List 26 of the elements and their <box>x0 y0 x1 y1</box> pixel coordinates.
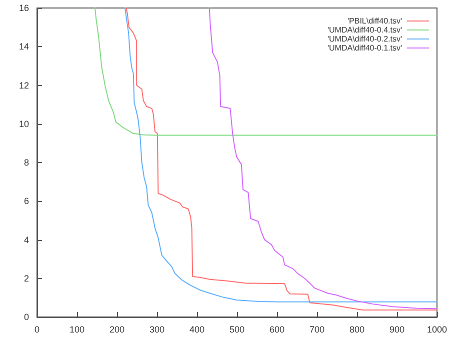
x-tick-label: 800 <box>349 324 365 334</box>
legend-label: 'UMDA\diff40-0.1.tsv' <box>328 44 402 52</box>
x-tick-label: 200 <box>109 324 125 334</box>
x-tick-label: 100 <box>69 324 85 334</box>
x-tick-label: 900 <box>389 324 405 334</box>
x-tick-label: 600 <box>269 324 285 334</box>
x-tick-label: 700 <box>309 324 325 334</box>
x-tick-label: 500 <box>229 324 245 334</box>
legend-label: 'UMDA\diff40-0.4.tsv' <box>328 26 402 34</box>
y-tick-label: 4 <box>24 234 29 245</box>
line-series <box>94 8 438 136</box>
x-tick-label: 300 <box>149 324 165 334</box>
legend-label: 'PBIL\diff40.tsv' <box>348 16 402 26</box>
legend-label: 'UMDA\diff40-0.2.tsv' <box>328 34 402 44</box>
y-tick-label: 16 <box>18 3 29 13</box>
y-tick-label: 10 <box>18 118 29 129</box>
y-tick-label: 6 <box>24 196 29 206</box>
y-tick-label: 14 <box>18 42 29 52</box>
y-tick-label: 2 <box>24 273 29 284</box>
y-tick-label: 0 <box>24 312 29 322</box>
x-tick-label: 400 <box>189 324 205 334</box>
line-series <box>208 8 438 310</box>
x-tick-label: 1000 <box>426 324 448 334</box>
y-tick-label: 8 <box>24 158 29 168</box>
y-tick-label: 12 <box>18 80 29 90</box>
x-tick-label: 0 <box>34 324 40 334</box>
